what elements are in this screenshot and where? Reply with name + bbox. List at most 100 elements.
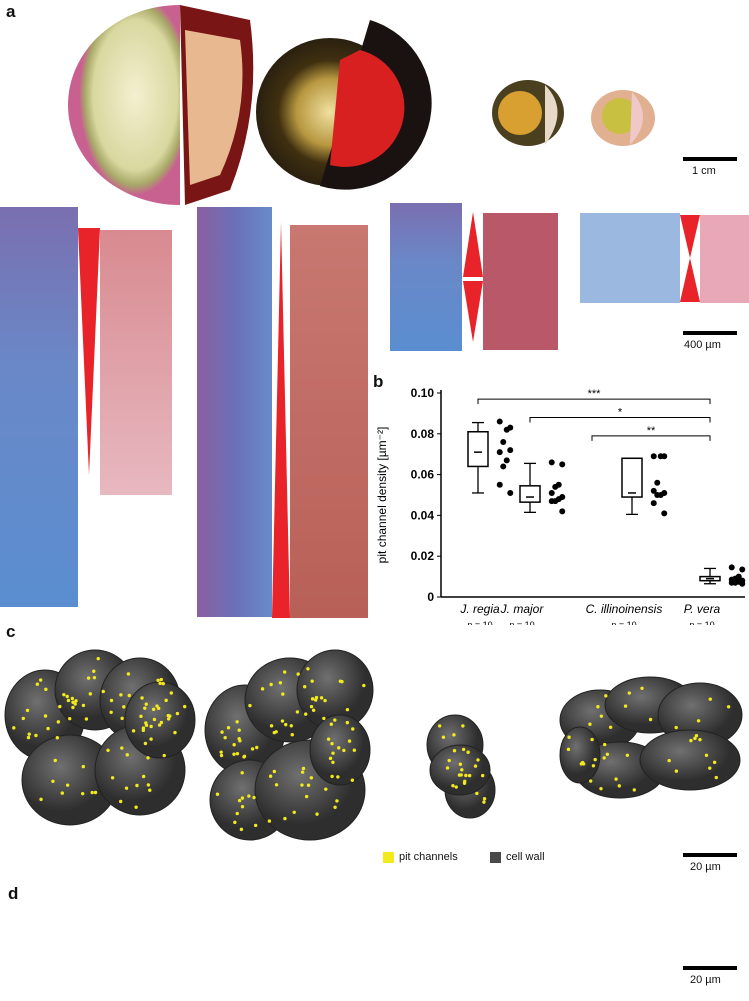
pit-channel-dot [309,704,314,709]
pit-channel-dot [65,783,70,787]
pit-channel-dot [331,751,335,755]
pit-channel-dot [51,779,55,784]
pit-channel-dot [143,706,147,710]
pit-channel-dot [131,729,136,733]
pit-channel-dot [93,790,98,795]
n-label: n = 10 [509,620,534,625]
pit-channel-dot [623,704,628,708]
data-point [728,579,735,586]
pit-channel-dot [437,724,442,728]
pit-channel-dot [300,783,304,787]
pit-channel-dot [141,726,146,730]
pit-channel-dot [311,708,316,712]
histology-blue-c-illinoinensis [390,203,462,351]
pit-channel-dot [304,712,308,716]
pit-channel-dot [674,725,678,730]
pit-channel-dot [441,735,446,739]
pit-channel-dot [481,773,485,778]
pit-channel-dot [55,736,59,740]
pit-channel-dot [73,702,77,706]
y-tick-label: 0.06 [411,468,435,482]
pit-channel-dot [326,737,331,741]
y-tick-label: 0.04 [411,508,435,522]
pit-channel-dot [306,667,310,671]
pit-channel-dot [274,783,279,787]
pit-channel-dot [708,697,712,701]
pit-channel-dot [461,724,465,728]
pit-channel-dot [260,687,265,691]
pit-channel-dot [268,774,273,778]
pit-channel-dot [482,800,486,804]
pit-channel-dot [169,691,173,695]
pit-channel-dot [242,754,247,759]
pit-channel-dot [175,711,180,716]
pit-channel-dot [603,742,607,747]
pit-channel-dot [71,705,75,710]
pit-channel-dot [323,698,327,703]
panel-label-b: b [373,372,384,391]
pit-channel-dot [161,681,165,686]
pit-channel-dot [467,773,472,778]
scale-bar-label: 400 µm [684,339,721,351]
pit-channel-dot [283,816,287,821]
data-point [654,492,661,498]
pit-channel-dot [714,775,718,780]
pit-channel-dot [235,811,239,816]
pit-channel-dot [144,702,148,706]
pit-channel-dot [324,787,328,791]
pit-channel-dot [667,758,671,763]
data-point [496,449,503,456]
y-tick-label: 0 [427,590,434,604]
pit-channel-dot [342,748,346,753]
pit-channel-dot [627,691,632,695]
pit-channel-dot [223,735,227,740]
box-plot-chart: 0 0.02 0.04 0.06 0.08 0.10 pit channel density… [375,386,746,625]
hourglass-triangle [680,215,700,302]
pit-channel-dot [240,771,244,775]
pit-channel-dot [590,737,594,742]
pit-channel-dot [269,682,273,687]
pit-channel-dot [300,770,305,774]
pit-channel-dot [26,735,31,740]
pit-channel-dot [338,679,343,683]
pit-channel-dot [96,656,100,661]
nut-cross-section-j-major [256,20,432,190]
pit-channel-dot [109,698,114,703]
pit-channel-dot [284,722,288,727]
pit-channel-dot [238,739,242,743]
pit-channel-dot [157,723,162,727]
cell-wall-surface [429,744,491,796]
pit-channel-dot [43,714,48,718]
pit-channel-dot [220,730,224,734]
pit-channel-dot [696,719,701,723]
pit-channel-dot [139,714,143,719]
pit-channel-dot [74,699,78,703]
pit-channel-dot [290,733,294,737]
pit-channel-dot [158,681,162,686]
scale-bar [683,966,737,970]
pit-channel-dot [352,748,357,752]
pit-channel-dot [92,675,97,680]
pit-channel-dot [329,722,334,726]
pit-channel-dot [301,766,306,771]
pit-channel-dot [233,820,237,825]
pit-channel-dot [314,695,319,700]
pit-channel-dot [25,708,30,713]
x-tick-label: C. illinoinensis [586,602,663,616]
data-point [650,487,657,494]
pit-channel-dot [335,799,339,803]
pit-channel-dot [566,747,571,752]
pit-channel-dot [689,738,693,743]
pit-channel-dot [648,717,653,722]
pit-channel-dot [289,724,293,728]
pit-channel-dot [473,764,478,768]
pit-channel-dot [146,783,151,787]
pit-channel-dot [232,743,236,747]
data-point [496,481,503,488]
pit-channel-dot [593,757,597,762]
pit-channel-dot [146,756,150,760]
pit-channel-dot [248,703,252,708]
pit-channel-dot [65,694,69,699]
pit-channel-dot [295,710,300,714]
data-point [548,489,555,496]
